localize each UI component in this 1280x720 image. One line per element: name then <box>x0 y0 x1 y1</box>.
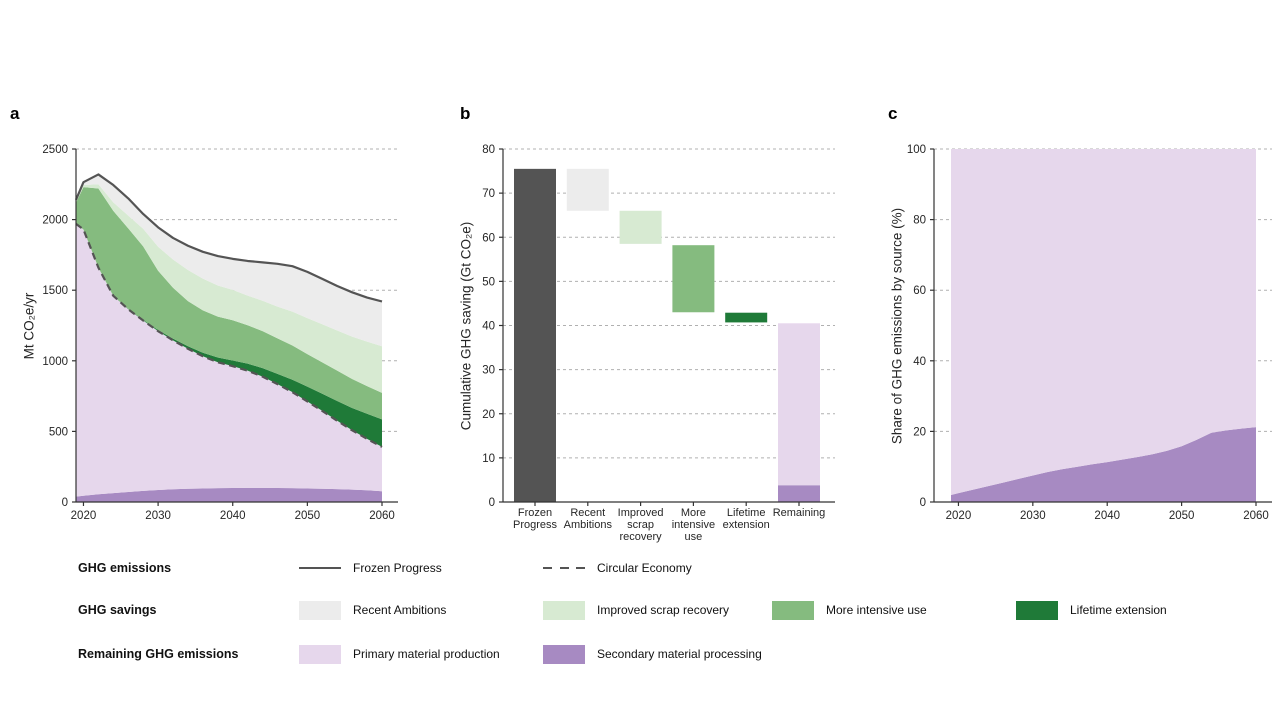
panel-a-y-tick-label: 1500 <box>42 285 68 297</box>
panel-c-x-tick-label: 2040 <box>1094 510 1120 522</box>
legend-item-label: More intensive use <box>826 603 927 617</box>
secondary-material-processing-swatch <box>543 644 585 664</box>
legend-item-label: Improved scrap recovery <box>597 603 730 617</box>
legend-item-label: Secondary material processing <box>597 647 762 661</box>
panel-b-y-tick-label: 40 <box>482 321 495 333</box>
panel-c-y-tick-label: 0 <box>920 497 926 509</box>
improved-scrap-recovery-swatch <box>543 600 585 620</box>
panel-a-y-axis-title-text: Mt CO₂e/yr <box>21 292 37 360</box>
panel-a-x-tick-label: 2050 <box>295 510 321 522</box>
panel-c-x-tick-label: 2060 <box>1243 510 1269 522</box>
more-intensive-use-swatch <box>772 600 814 620</box>
dashed-line-swatch <box>543 566 585 570</box>
area-secondary-material-processing <box>951 427 1256 502</box>
panel-a-y-tick-label: 500 <box>49 426 68 438</box>
panel-c-x-tick-label: 2030 <box>1020 510 1046 522</box>
panel-c-y-tick-label: 100 <box>907 144 926 156</box>
panel-b-y-tick-label: 80 <box>482 144 495 156</box>
panel-b-y-axis-title-text: Cumulative GHG saving (Gt CO₂e) <box>458 221 474 431</box>
lifetime-extension-swatch <box>1016 600 1058 620</box>
legend-item-label: Frozen Progress <box>353 561 442 575</box>
legend-row-ghg-emissions: GHG emissions Frozen Progress Circular E… <box>0 556 1280 580</box>
area-improved-scrap-recovery <box>76 184 382 393</box>
legend-row-label: Remaining GHG emissions <box>78 647 239 661</box>
legend-item-label: Circular Economy <box>597 561 692 575</box>
panel-c-y-tick-label: 60 <box>913 285 926 297</box>
panel-c-y-tick-label: 40 <box>913 356 926 368</box>
legend-row-ghg-savings: GHG savings Recent Ambitions Improved sc… <box>0 598 1280 622</box>
panel-b-y-tick-label: 50 <box>482 276 495 288</box>
area-recent-ambitions <box>76 174 382 347</box>
panel-b-y-tick-label: 60 <box>482 232 495 244</box>
legend-item-secondary-material-processing: Secondary material processing <box>543 642 762 666</box>
panel-b-y-tick-label: 70 <box>482 188 495 200</box>
circular-economy-line <box>75 222 383 448</box>
bar-label-more-intensive-use: More intensive use <box>672 507 715 543</box>
area-primary-material-production <box>76 223 382 497</box>
legend-item-circular-economy: Circular Economy <box>543 556 692 580</box>
panel-b-letter: b <box>460 104 471 123</box>
panel-a-x-tick-label: 2040 <box>220 510 246 522</box>
panel-c-y-tick-label: 80 <box>913 215 926 227</box>
legend-item-improved-scrap-recovery: Improved scrap recovery <box>543 598 729 622</box>
legend-item-label: Lifetime extension <box>1070 603 1167 617</box>
bar-segment-remaining <box>778 485 820 502</box>
legend-item-frozen-progress: Frozen Progress <box>299 556 442 580</box>
panel-b-y-tick-label: 10 <box>482 453 495 465</box>
panel-a-y-tick-label: 1000 <box>42 356 68 368</box>
legend-item-label: Recent Ambitions <box>353 603 447 617</box>
bar-label-recent-ambitions: Recent Ambitions <box>564 507 613 531</box>
recent-ambitions-swatch <box>299 600 341 620</box>
panel-c-y-axis-title-text: Share of GHG emissions by source (%) <box>889 207 905 445</box>
bar-label-frozen-progress: Frozen Progress <box>513 507 558 531</box>
legend-item-label: Primary material production <box>353 647 500 661</box>
area-more-intensive-use <box>76 187 382 420</box>
legend-item-recent-ambitions: Recent Ambitions <box>299 598 446 622</box>
panel-a-y-tick-label: 0 <box>62 497 68 509</box>
area-primary-material-production <box>951 149 1256 495</box>
legend-item-more-intensive-use: More intensive use <box>772 598 927 622</box>
legend-item-lifetime-extension: Lifetime extension <box>1016 598 1167 622</box>
bar-segment-improved-scrap-recovery <box>619 210 662 244</box>
solid-line-swatch <box>299 566 341 570</box>
bar-segment-remaining <box>778 323 820 486</box>
panel-c-y-tick-label: 20 <box>913 426 926 438</box>
frozen-progress-line <box>74 173 383 303</box>
area-secondary-material-processing <box>76 487 382 502</box>
bar-label-remaining: Remaining <box>773 507 826 519</box>
bar-label-lifetime-extension: Lifetime extension <box>723 507 770 531</box>
legend-row-remaining-ghg-emissions: Remaining GHG emissions Primary material… <box>0 642 1280 666</box>
legend-row-label: GHG savings <box>78 603 157 617</box>
panel-b-y-tick-label: 20 <box>482 409 495 421</box>
bar-segment-recent-ambitions <box>566 168 609 211</box>
panel-b-y-tick-label: 0 <box>489 497 495 509</box>
bar-segment-lifetime-extension <box>725 312 768 323</box>
panel-c-x-tick-label: 2050 <box>1169 510 1195 522</box>
panel-a-letter: a <box>10 104 20 123</box>
dash <box>576 566 585 570</box>
legend-item-primary-material-production: Primary material production <box>299 642 500 666</box>
bar-label-improved-scrap-recovery: Improved scrap recovery <box>618 507 664 543</box>
dash <box>559 566 569 570</box>
panel-c-x-tick-label: 2020 <box>946 510 972 522</box>
panel-a-x-tick-label: 2020 <box>71 510 97 522</box>
bar-segment-more-intensive-use <box>672 245 715 313</box>
panel-a-x-tick-label: 2060 <box>369 510 395 522</box>
bar-segment-frozen-progress <box>514 168 556 502</box>
panel-a-x-tick-label: 2030 <box>145 510 171 522</box>
area-lifetime-extension <box>76 223 382 447</box>
dash <box>543 566 552 570</box>
panel-a-y-tick-label: 2000 <box>42 215 68 227</box>
panel-b-y-tick-label: 30 <box>482 365 495 377</box>
panel-a-y-tick-label: 2500 <box>42 144 68 156</box>
panel-c-letter: c <box>888 104 898 123</box>
legend-row-label: GHG emissions <box>78 561 172 575</box>
primary-material-production-swatch <box>299 644 341 664</box>
